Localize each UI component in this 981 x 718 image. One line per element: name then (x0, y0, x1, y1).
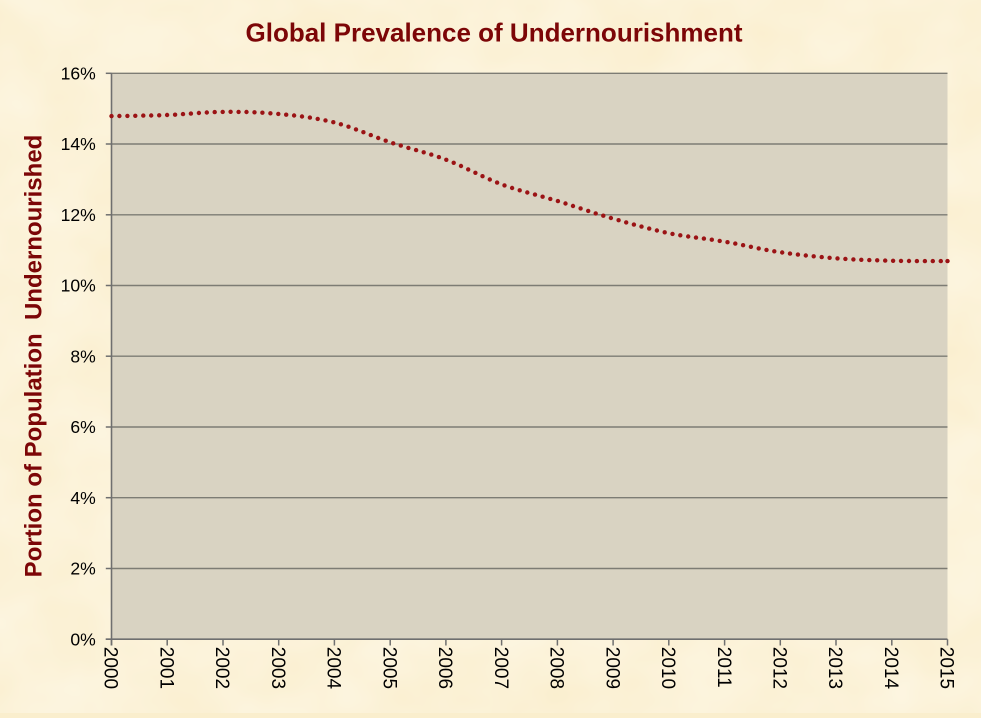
svg-text:0%: 0% (70, 629, 96, 649)
svg-text:2013: 2013 (824, 647, 845, 689)
svg-text:14%: 14% (61, 134, 97, 154)
svg-text:2012: 2012 (769, 647, 790, 689)
svg-text:8%: 8% (70, 346, 96, 366)
svg-text:Portion of Population Underno: Portion of Population Undernourished (21, 135, 48, 578)
svg-text:2001: 2001 (155, 647, 176, 689)
svg-text:2014: 2014 (880, 647, 901, 690)
svg-text:2003: 2003 (267, 647, 288, 689)
svg-text:2011: 2011 (713, 647, 734, 688)
svg-text:4%: 4% (70, 488, 96, 508)
svg-text:2010: 2010 (657, 647, 678, 689)
svg-text:2007: 2007 (490, 647, 511, 689)
svg-text:2005: 2005 (378, 647, 399, 689)
svg-text:12%: 12% (61, 205, 97, 225)
svg-text:10%: 10% (61, 276, 97, 296)
svg-text:6%: 6% (70, 417, 96, 437)
svg-text:2006: 2006 (434, 647, 455, 689)
svg-text:2015: 2015 (936, 647, 957, 689)
svg-text:2002: 2002 (211, 647, 232, 689)
svg-text:2008: 2008 (546, 647, 567, 689)
svg-text:2009: 2009 (601, 647, 622, 689)
svg-text:2004: 2004 (323, 647, 344, 690)
svg-text:Global Prevalence of Undernour: Global Prevalence of Undernourishment (246, 18, 743, 48)
svg-text:2000: 2000 (100, 647, 121, 689)
svg-text:16%: 16% (61, 63, 97, 83)
svg-text:2%: 2% (70, 559, 96, 579)
